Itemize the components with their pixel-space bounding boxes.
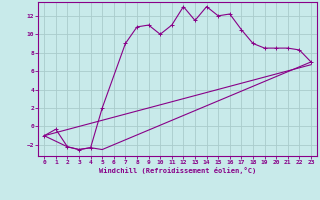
X-axis label: Windchill (Refroidissement éolien,°C): Windchill (Refroidissement éolien,°C) bbox=[99, 167, 256, 174]
